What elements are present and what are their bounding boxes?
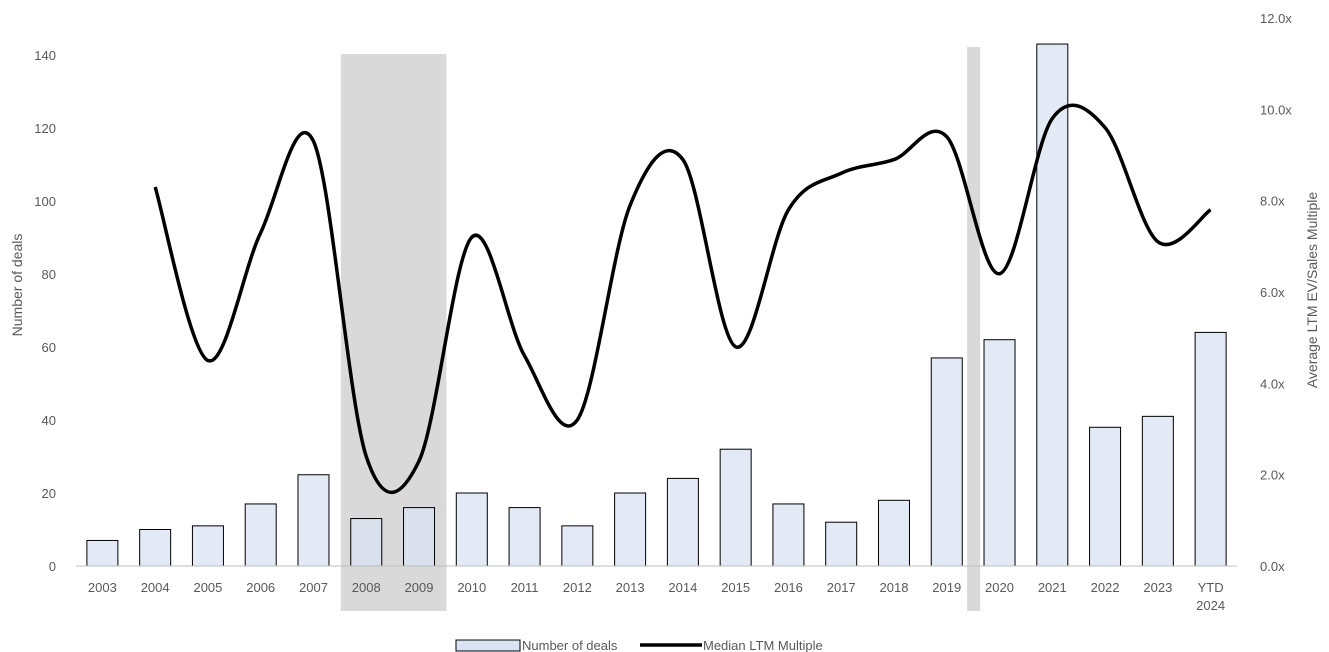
y-tick-label-left: 140	[34, 48, 56, 63]
bar-2017	[825, 521, 858, 567]
x-tick-label: 2007	[299, 580, 328, 595]
x-tick-label: 2022	[1091, 580, 1120, 595]
x-tick-label: 2008	[352, 580, 381, 595]
y-tick-label-left: 80	[42, 267, 56, 282]
bar-2021	[1036, 43, 1069, 567]
legend: Number of deals Median LTM Multiple	[455, 638, 823, 652]
y-tick-label-right: 4.0x	[1260, 376, 1285, 391]
bar-2015	[719, 448, 752, 567]
bar-2014	[666, 477, 699, 567]
line-series	[153, 103, 1212, 495]
y-axis-left-ticks: 0 20 40 60 80 100 120 140	[34, 48, 56, 574]
x-tick-label: 2005	[193, 580, 222, 595]
y-tick-label-right: 0.0x	[1260, 559, 1285, 574]
bar-2005	[191, 525, 224, 567]
line-median-ltm-multiple	[153, 103, 1212, 495]
x-tick-label: 2015	[721, 580, 750, 595]
y-axis-right-ticks: 0.0x 2.0x 4.0x 6.0x 8.0x 10.0x 12.0x	[1260, 11, 1292, 574]
y-tick-label-left: 100	[34, 194, 56, 209]
y-tick-label-left: 40	[42, 413, 56, 428]
bar-2018	[877, 499, 910, 567]
x-tick-label: 2014	[668, 580, 697, 595]
y-tick-label-right: 12.0x	[1260, 11, 1292, 26]
bar-2012	[561, 525, 594, 567]
bar-2019	[930, 357, 963, 567]
bar-2022	[1089, 426, 1122, 567]
bar-2009	[403, 507, 436, 567]
bar-2023	[1141, 415, 1174, 567]
x-tick-label: 2009	[405, 580, 434, 595]
y-tick-label-left: 20	[42, 486, 56, 501]
legend-label-bars: Number of deals	[522, 638, 618, 652]
x-tick-label: 2016	[774, 580, 803, 595]
shaded-period-2	[967, 47, 981, 611]
bar-series	[86, 43, 1227, 567]
legend-label-line: Median LTM Multiple	[703, 638, 823, 652]
bar-2004	[139, 529, 172, 567]
y-tick-label-left: 0	[49, 559, 56, 574]
x-tick-label: 2010	[457, 580, 486, 595]
x-tick-label: 2004	[141, 580, 170, 595]
x-tick-label: 2023	[1143, 580, 1172, 595]
y-tick-label-right: 10.0x	[1260, 102, 1292, 117]
bar-2011	[508, 507, 541, 567]
x-tick-label: 2020	[985, 580, 1014, 595]
x-tick-label: 2019	[932, 580, 961, 595]
bar-2003	[86, 539, 119, 567]
bar-2020	[983, 339, 1016, 567]
y-axis-title-right: Average LTM EV/Sales Multiple	[1304, 192, 1320, 389]
x-tick-label: 2011	[511, 580, 539, 595]
y-tick-label-right: 8.0x	[1260, 194, 1285, 209]
bar-2008	[350, 518, 383, 567]
x-tick-label: 2017	[827, 580, 856, 595]
x-tick-label: 2021	[1038, 580, 1067, 595]
y-tick-label-left: 60	[42, 340, 56, 355]
y-tick-label-left: 120	[34, 121, 56, 136]
x-tick-label: 2003	[88, 580, 117, 595]
x-tick-label: 2006	[246, 580, 275, 595]
bar-2007	[297, 474, 330, 567]
bar-2016	[772, 503, 805, 567]
legend-swatch-bars	[455, 639, 521, 652]
x-tick-label: 2012	[563, 580, 592, 595]
x-tick-label: 2018	[880, 580, 909, 595]
y-tick-label-right: 6.0x	[1260, 285, 1285, 300]
y-axis-title-left: Number of deals	[9, 234, 25, 337]
bar-2010	[455, 492, 488, 567]
bar-2013	[614, 492, 647, 567]
x-tick-label: YTD 2024	[1196, 580, 1225, 613]
y-tick-label-right: 2.0x	[1260, 468, 1285, 483]
x-axis-ticks: 2003 2004 2005 2006 2007 2008 2009 2010 2011 2012…	[88, 580, 1225, 613]
bar-2006	[244, 503, 277, 567]
x-tick-label: 2013	[616, 580, 645, 595]
bar-ytd-2024	[1194, 331, 1227, 567]
